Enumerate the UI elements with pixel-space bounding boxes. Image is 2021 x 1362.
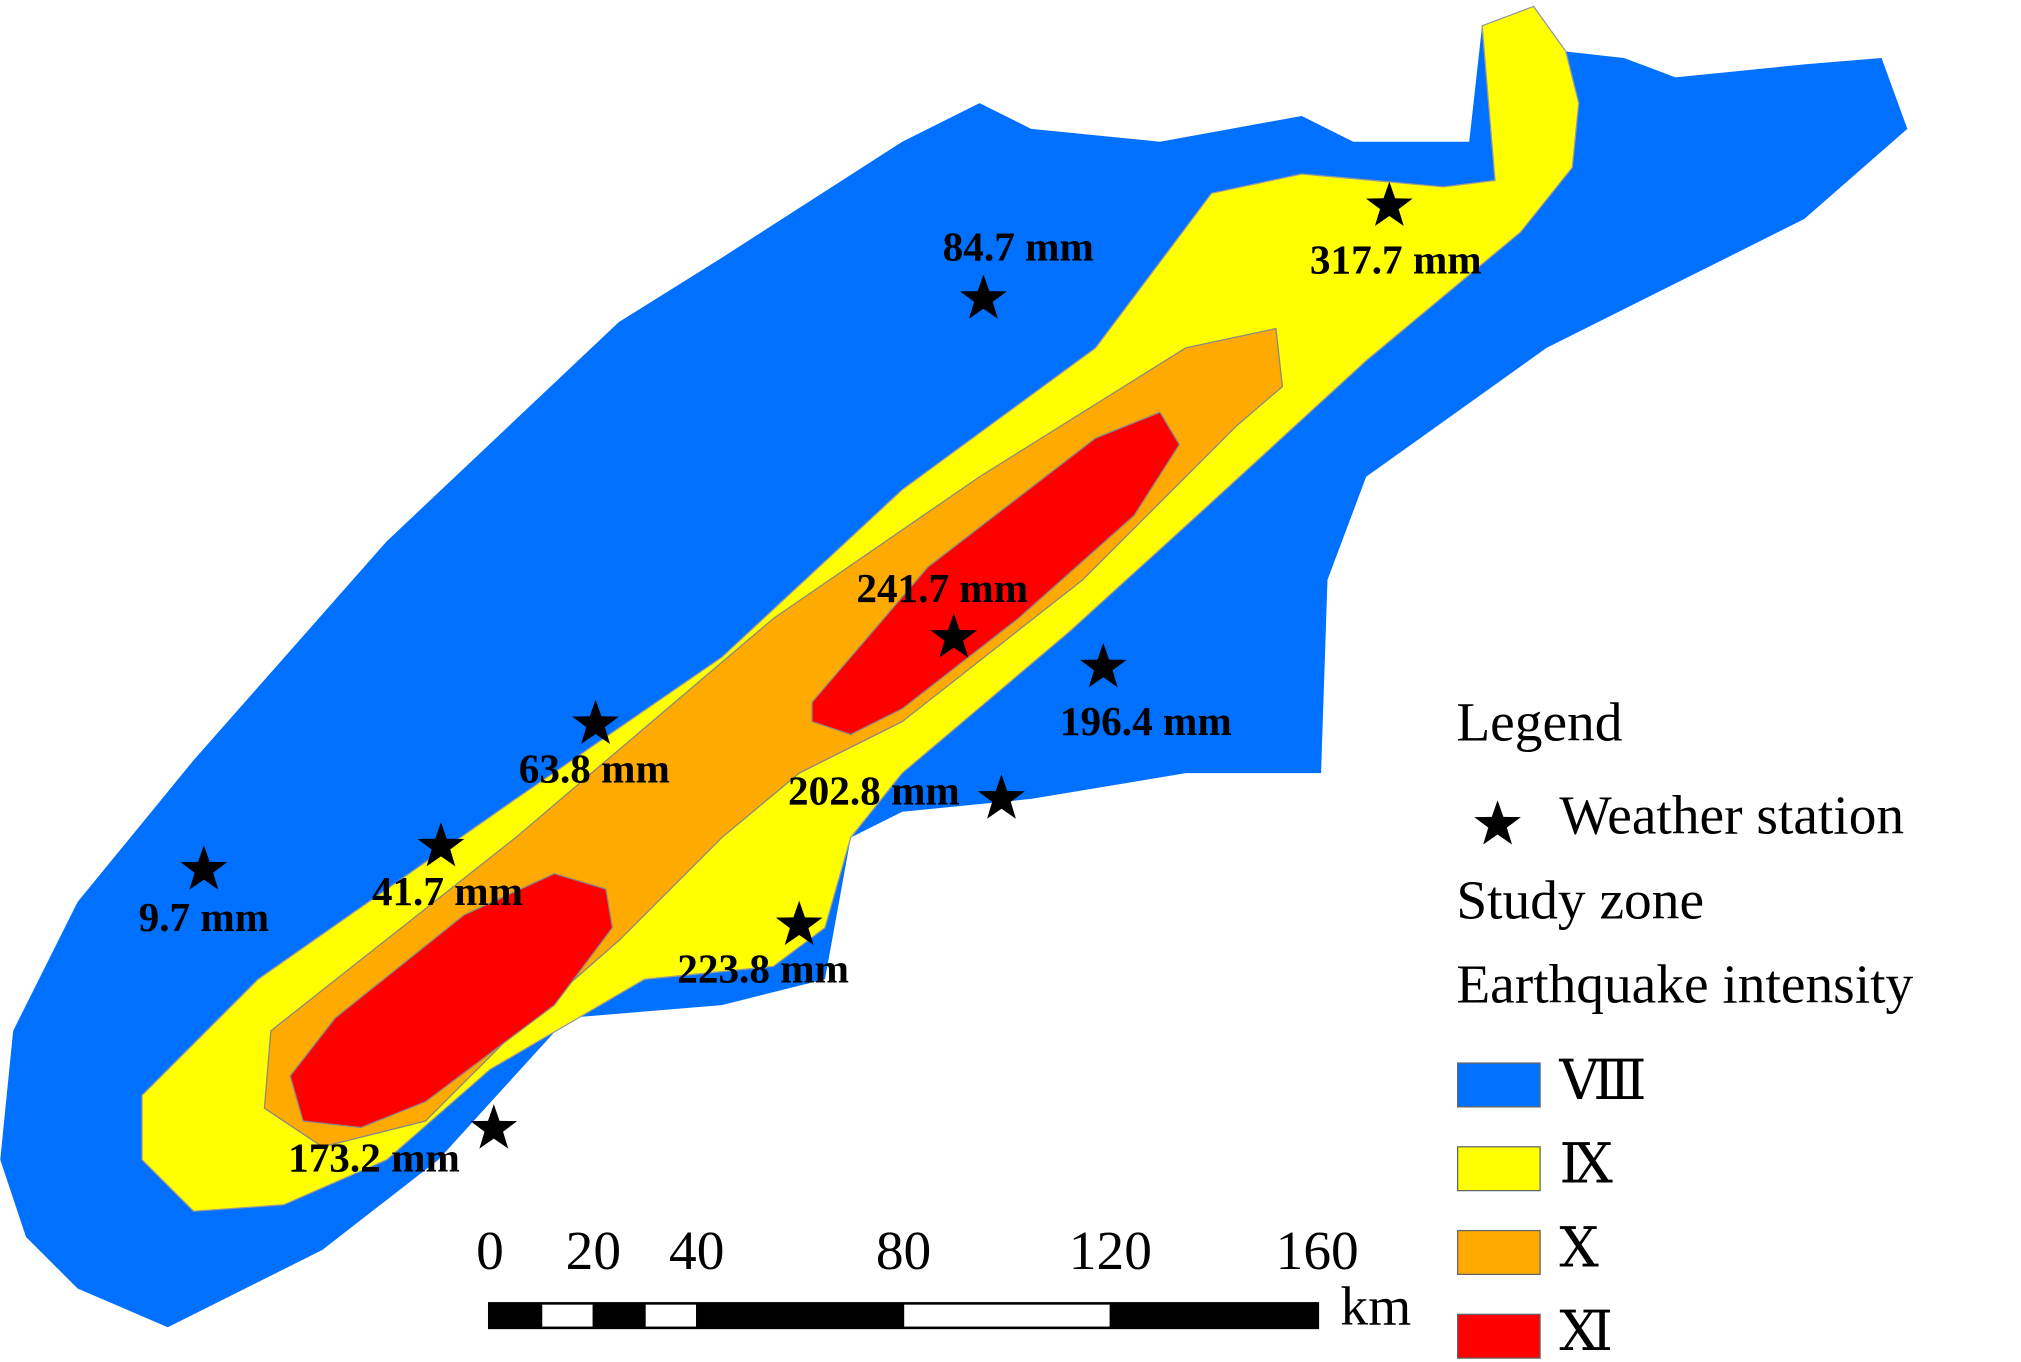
legend-label: Ⅺ <box>1559 1301 1613 1362</box>
station-label: 223.8 mm <box>677 945 849 991</box>
station-star <box>960 274 1007 319</box>
legend-study-zone: Study zone <box>1456 870 1704 931</box>
legend: Legend Weather station Study zone Earthq… <box>1456 692 1913 1362</box>
legend-label: Ⅹ <box>1559 1217 1599 1278</box>
legend-title: Legend <box>1456 692 1622 753</box>
scale-unit: km <box>1340 1275 1411 1336</box>
station-label: 196.4 mm <box>1060 698 1232 744</box>
scale-bar-segment <box>902 1303 1112 1328</box>
legend-intensity-title: Earthquake intensity <box>1456 953 1913 1014</box>
scale-tick-label: 160 <box>1276 1220 1359 1281</box>
zone-xi <box>811 411 1181 736</box>
scale-bar-segment <box>540 1303 594 1328</box>
station-label: 9.7 mm <box>139 894 269 940</box>
station-label: 241.7 mm <box>856 565 1028 611</box>
legend-star <box>1474 800 1521 845</box>
station-star <box>978 774 1025 819</box>
scale-tick-label: 120 <box>1069 1220 1152 1281</box>
scale-bar-segment <box>1109 1303 1318 1328</box>
legend-swatch <box>1456 1313 1541 1359</box>
station-label: 41.7 mm <box>372 868 523 914</box>
scale-bar-segment <box>489 1303 543 1328</box>
station-star <box>1079 642 1127 688</box>
scale-bar-segment <box>696 1303 905 1328</box>
station-star <box>180 845 228 890</box>
station-star <box>470 1104 518 1149</box>
scale-tick-label: 20 <box>566 1220 621 1281</box>
zone-xi <box>289 872 614 1129</box>
station-label: 317.7 mm <box>1310 237 1482 283</box>
station-star <box>930 613 978 658</box>
scale-tick-label: 0 <box>476 1220 504 1281</box>
station-label: 173.2 mm <box>288 1135 460 1181</box>
station-label: 63.8 mm <box>519 746 670 792</box>
legend-swatch <box>1456 1229 1541 1276</box>
scale-bar-segment <box>592 1303 646 1328</box>
scale-bar-segment <box>644 1303 698 1328</box>
stations: 84.7 mm 317.7 mm 241.7 mm 196.4 mm 63.8 mm 20… <box>139 181 1482 1181</box>
legend-swatch <box>1456 1062 1541 1108</box>
station-star <box>572 699 619 745</box>
station-star <box>1366 181 1413 227</box>
legend-station: Weather station <box>1559 785 1904 846</box>
station-label: 84.7 mm <box>943 224 1094 270</box>
legend-label: Ⅸ <box>1559 1134 1613 1195</box>
legend-label: Ⅷ <box>1558 1050 1646 1111</box>
scale-tick-label: 40 <box>669 1220 724 1281</box>
station-star <box>417 822 465 867</box>
station-label: 202.8 mm <box>788 768 960 814</box>
legend-swatch <box>1456 1146 1541 1192</box>
station-star <box>775 900 823 946</box>
scale-tick-label: 80 <box>876 1220 931 1281</box>
